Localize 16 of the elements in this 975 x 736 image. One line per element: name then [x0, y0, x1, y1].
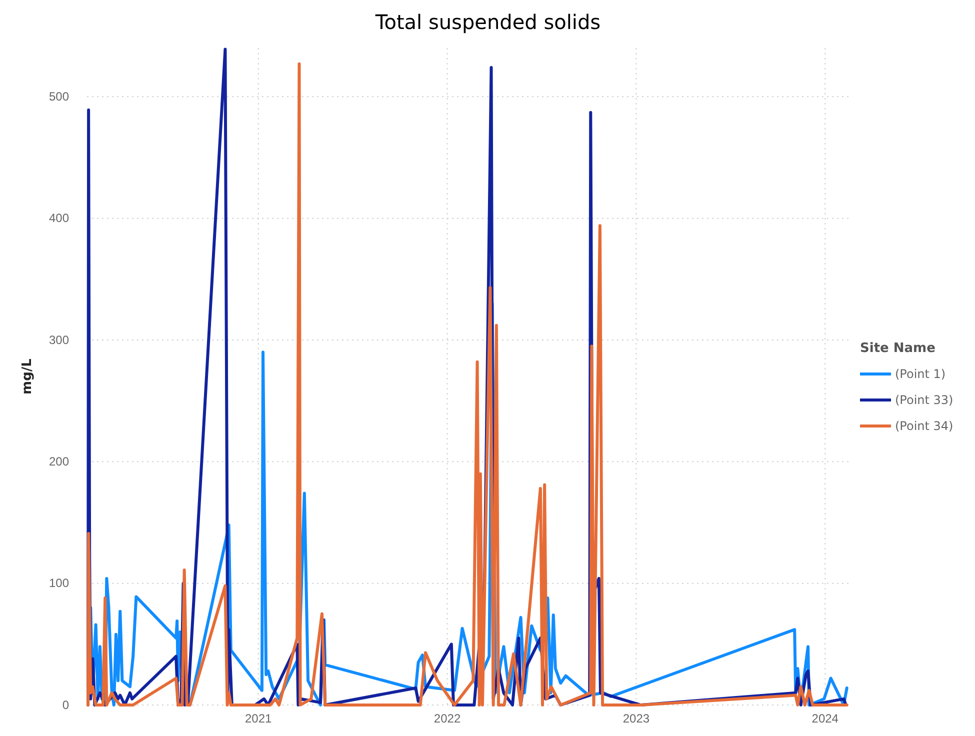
y-axis-title: mg/L	[20, 358, 35, 394]
y-tick-label: 500	[48, 90, 70, 104]
legend-label: (Point 33)	[895, 393, 954, 407]
legend-title: Site Name	[860, 341, 936, 356]
x-tick-label: 2021	[244, 712, 272, 726]
x-tick-label: 2023	[622, 712, 650, 726]
x-tick-label: 2024	[812, 712, 839, 726]
y-tick-label: 400	[48, 211, 70, 226]
y-tick-label: 0	[62, 698, 70, 712]
y-tick-label: 200	[48, 454, 70, 469]
legend-label: (Point 34)	[895, 419, 954, 433]
y-tick-label: 100	[48, 576, 70, 590]
legend-label: (Point 1)	[895, 367, 946, 381]
x-tick-label: 2022	[434, 712, 461, 726]
chart-title: Total suspended solids	[374, 10, 601, 34]
y-tick-label: 300	[48, 332, 70, 347]
